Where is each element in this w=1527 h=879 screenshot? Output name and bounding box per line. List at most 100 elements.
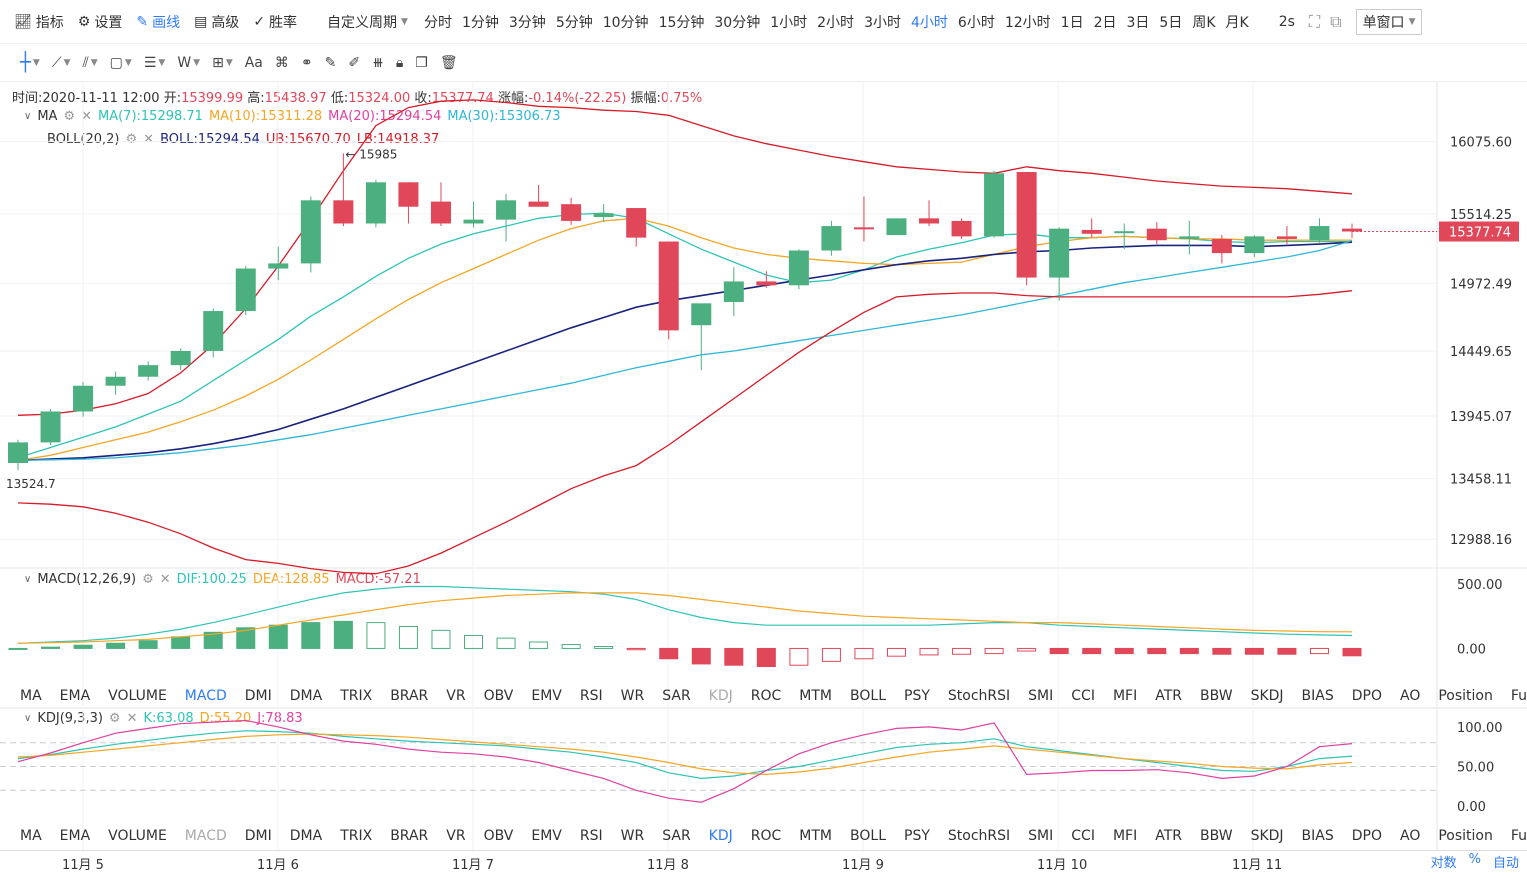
indicator-tab[interactable]: DMI xyxy=(244,828,272,844)
indicator-tab[interactable]: MACD xyxy=(184,688,227,704)
indicator-tab[interactable]: DPO xyxy=(1351,828,1382,844)
indicator-tab[interactable]: MA xyxy=(20,688,42,704)
indicator-tab[interactable]: SMI xyxy=(1028,688,1054,704)
period-option[interactable]: 10分钟 xyxy=(602,14,649,31)
indicator-tab[interactable]: StochRSI xyxy=(947,828,1011,844)
period-option[interactable]: 5日 xyxy=(1159,14,1183,31)
indicator-tab[interactable]: BRAR xyxy=(390,688,429,704)
indicator-tab[interactable]: SAR xyxy=(662,828,691,844)
indicator-tab[interactable]: DMI xyxy=(244,688,272,704)
indicator-tab[interactable]: CCI xyxy=(1071,828,1095,844)
indicator-tab[interactable]: VOLUME xyxy=(108,828,167,844)
indicator-tab[interactable]: PSY xyxy=(904,688,930,704)
popout-icon[interactable]: ⧉ xyxy=(1330,11,1342,31)
indicator-tab[interactable]: KDJ xyxy=(708,688,733,704)
trash-tool[interactable]: 🗑︎ xyxy=(440,55,458,71)
period-option[interactable]: 3分钟 xyxy=(508,14,546,31)
period-option[interactable]: 5分钟 xyxy=(555,14,593,31)
indicator-tab[interactable]: CCI xyxy=(1071,688,1095,704)
brush-tool[interactable]: ✐ xyxy=(348,55,360,71)
indicator-tab[interactable]: Position xyxy=(1438,688,1493,704)
indicator-tab[interactable]: MTM xyxy=(799,828,833,844)
indicator-tab[interactable]: OBV xyxy=(483,828,514,844)
indicator-tab[interactable]: MACD xyxy=(184,828,227,844)
gear-icon[interactable]: ⚙ xyxy=(142,572,154,587)
indicator-tab[interactable]: BBW xyxy=(1200,688,1233,704)
fullscreen-icon[interactable]: ⛶ xyxy=(1308,11,1321,31)
period-option[interactable]: 4小时 xyxy=(910,14,948,31)
indicator-tab[interactable]: OBV xyxy=(483,688,514,704)
topbar-item-4[interactable]: ✓ 胜率 xyxy=(253,12,297,32)
period-option[interactable]: 月K xyxy=(1225,14,1249,31)
period-option[interactable]: 2小时 xyxy=(817,14,855,31)
indicator-tab[interactable]: BIAS xyxy=(1301,688,1334,704)
indicator-tab[interactable]: SKDJ xyxy=(1250,828,1284,844)
copy-tool[interactable]: ❐ xyxy=(415,55,428,71)
indicator-tab[interactable]: EMA xyxy=(59,688,91,704)
trendline-tool[interactable]: ⟋ ▼ xyxy=(52,55,71,71)
indicator-tab[interactable]: MFI xyxy=(1112,828,1138,844)
indicator-tab[interactable]: MTM xyxy=(799,688,833,704)
indicator-tab[interactable]: AO xyxy=(1400,828,1421,844)
period-option[interactable]: 分时 xyxy=(423,14,452,31)
period-option[interactable]: 1小时 xyxy=(770,14,808,31)
indicator-tab[interactable]: MFI xyxy=(1112,688,1138,704)
period-option[interactable]: 3小时 xyxy=(864,14,901,31)
pattern-tool[interactable]: ⊞ ▼ xyxy=(212,55,233,71)
indicator-tab[interactable]: ROC xyxy=(750,828,782,844)
magnet-tool[interactable]: ⌘ xyxy=(275,55,289,71)
period-option[interactable]: 2日 xyxy=(1093,14,1117,31)
indicator-tab[interactable]: DMA xyxy=(289,688,323,704)
indicator-tab[interactable]: PSY xyxy=(904,828,930,844)
indicator-tab[interactable]: EMV xyxy=(531,688,562,704)
link-tool[interactable]: ⚭ xyxy=(301,55,313,71)
period-option[interactable]: 周K xyxy=(1192,14,1216,31)
crosshair-tool[interactable]: ┼ ▼ xyxy=(20,52,40,73)
period-option[interactable]: 30分钟 xyxy=(714,14,761,31)
indicator-tab[interactable]: ATR xyxy=(1155,688,1182,704)
close-icon[interactable]: ✕ xyxy=(126,711,138,726)
multi-line-tool[interactable]: ⫽ ▼ xyxy=(83,55,98,71)
gear-icon[interactable]: ⚙ xyxy=(63,109,76,124)
indicator-tab[interactable]: VR xyxy=(446,828,466,844)
indicator-tab[interactable]: EMV xyxy=(531,828,562,844)
collapse-icon[interactable]: ∨ xyxy=(24,713,32,724)
indicator-tab[interactable]: BIAS xyxy=(1301,828,1334,844)
gear-icon[interactable]: ⚙ xyxy=(108,711,121,726)
indicator-tab[interactable]: DPO xyxy=(1351,688,1382,704)
indicator-tab[interactable]: Position xyxy=(1438,828,1493,844)
indicator-tab[interactable]: VOLUME xyxy=(108,688,167,704)
indicator-tab[interactable]: AO xyxy=(1400,688,1421,704)
chart-canvas[interactable]: 16075.60 15514.25 14972.49 14449.65 13945.07… xyxy=(0,82,1527,850)
collapse-icon[interactable]: ∨ xyxy=(24,574,32,585)
indicator-tab[interactable]: TRIX xyxy=(340,688,373,704)
text-tool[interactable]: Aa xyxy=(245,55,263,71)
period-option[interactable]: 12小时 xyxy=(1004,14,1051,31)
close-icon[interactable]: ✕ xyxy=(143,132,155,147)
indicator-tab[interactable]: Fundflow xyxy=(1510,688,1527,704)
close-icon[interactable]: ✕ xyxy=(81,109,92,124)
measure-tool[interactable]: ⧻ xyxy=(372,55,384,71)
indicator-tab[interactable]: BBW xyxy=(1200,828,1233,844)
wave-tool[interactable]: W ▼ xyxy=(177,55,200,71)
indicator-tab[interactable]: BOLL xyxy=(850,828,886,844)
topbar-item-1[interactable]: ⚙ 设置 xyxy=(78,12,123,32)
indicator-tab[interactable]: SAR xyxy=(662,688,691,704)
indicator-tab[interactable]: TRIX xyxy=(340,828,373,844)
indicator-tab[interactable]: Fundflow xyxy=(1510,828,1527,844)
indicator-tab[interactable]: VR xyxy=(446,688,466,704)
indicator-tab[interactable]: ROC xyxy=(750,688,782,704)
indicator-tab[interactable]: BOLL xyxy=(850,688,886,704)
topbar-item-3[interactable]: ▤ 高级 xyxy=(194,12,239,32)
scale-option[interactable]: 自动 xyxy=(1492,856,1519,871)
fib-tool[interactable]: ☰ ▼ xyxy=(144,55,165,71)
rectangle-tool[interactable]: ▢ ▼ xyxy=(110,55,132,71)
period-option[interactable]: 1日 xyxy=(1060,14,1084,31)
topbar-item-2[interactable]: ✎ 画线 xyxy=(136,12,180,32)
indicator-tab[interactable]: BRAR xyxy=(390,828,429,844)
close-icon[interactable]: ✕ xyxy=(159,572,171,587)
period-option[interactable]: 3日 xyxy=(1126,14,1150,31)
custom-period-select[interactable]: 自定义周期 ▼ xyxy=(327,12,408,32)
indicator-tab[interactable]: EMA xyxy=(59,828,91,844)
indicator-tab[interactable]: SKDJ xyxy=(1250,688,1284,704)
